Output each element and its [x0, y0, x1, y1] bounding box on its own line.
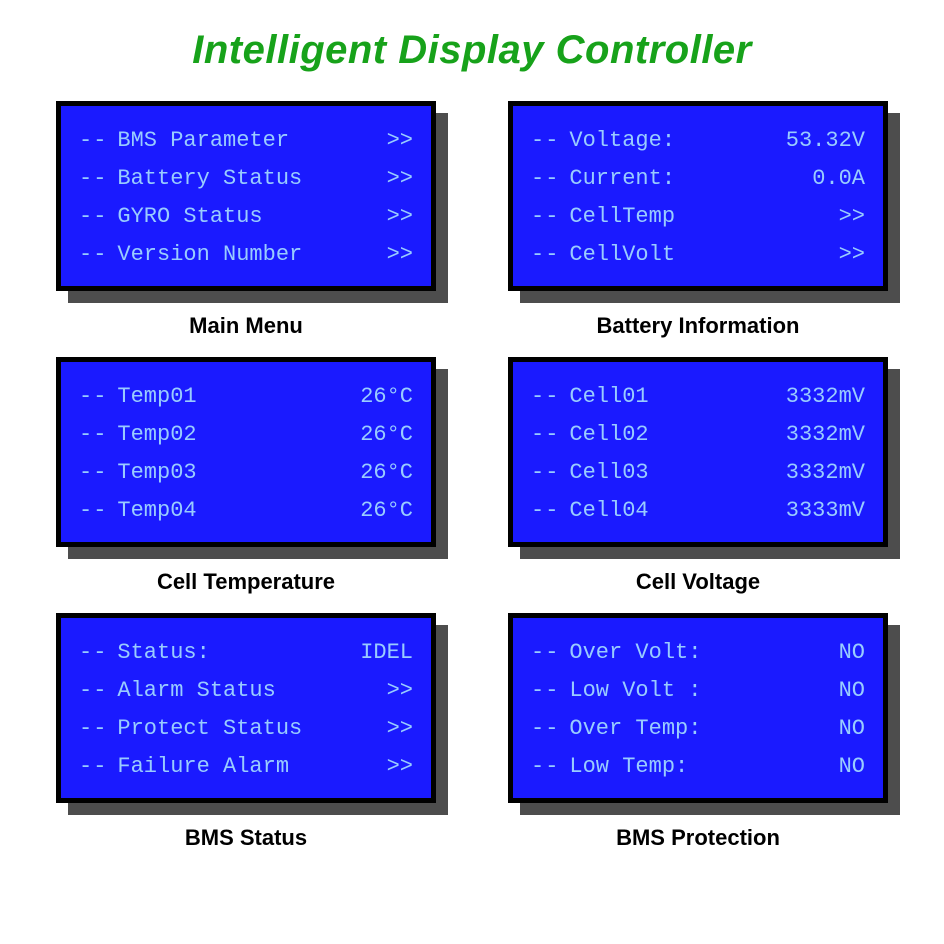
- menu-row[interactable]: --CellVolt>>: [531, 243, 865, 266]
- info-row: --Cell033332mV: [531, 461, 865, 484]
- panel-caption: Cell Voltage: [636, 569, 760, 595]
- menu-row[interactable]: --Version Number>>: [79, 243, 413, 266]
- info-row: --Temp0126°C: [79, 385, 413, 408]
- info-row: --Status:IDEL: [79, 641, 413, 664]
- lcd-screen: --Over Volt:NO --Low Volt :NO --Over Tem…: [508, 613, 888, 803]
- lcd-screen: --Status:IDEL --Alarm Status>> --Protect…: [56, 613, 436, 803]
- panel-cell-temperature: --Temp0126°C --Temp0226°C --Temp0326°C -…: [50, 357, 442, 595]
- menu-row[interactable]: --CellTemp>>: [531, 205, 865, 228]
- info-row: --Voltage:53.32V: [531, 129, 865, 152]
- info-row: --Temp0226°C: [79, 423, 413, 446]
- menu-row[interactable]: --Failure Alarm>>: [79, 755, 413, 778]
- info-row: --Cell023332mV: [531, 423, 865, 446]
- panel-grid: --BMS Parameter>> --Battery Status>> --G…: [40, 101, 904, 851]
- panel-cell-voltage: --Cell013332mV --Cell023332mV --Cell0333…: [502, 357, 894, 595]
- panel-caption: Battery Information: [597, 313, 800, 339]
- panel-caption: BMS Status: [185, 825, 307, 851]
- info-row: --Over Temp:NO: [531, 717, 865, 740]
- menu-row[interactable]: --BMS Parameter>>: [79, 129, 413, 152]
- menu-row[interactable]: --Alarm Status>>: [79, 679, 413, 702]
- panel-bms-protection: --Over Volt:NO --Low Volt :NO --Over Tem…: [502, 613, 894, 851]
- menu-row[interactable]: --GYRO Status>>: [79, 205, 413, 228]
- info-row: --Cell043333mV: [531, 499, 865, 522]
- lcd-screen: --Temp0126°C --Temp0226°C --Temp0326°C -…: [56, 357, 436, 547]
- page-title: Intelligent Display Controller: [40, 28, 904, 73]
- lcd-screen: --BMS Parameter>> --Battery Status>> --G…: [56, 101, 436, 291]
- info-row: --Current:0.0A: [531, 167, 865, 190]
- info-row: --Cell013332mV: [531, 385, 865, 408]
- info-row: --Temp0426°C: [79, 499, 413, 522]
- panel-caption: BMS Protection: [616, 825, 780, 851]
- info-row: --Over Volt:NO: [531, 641, 865, 664]
- info-row: --Low Volt :NO: [531, 679, 865, 702]
- lcd-screen: --Cell013332mV --Cell023332mV --Cell0333…: [508, 357, 888, 547]
- menu-row[interactable]: --Protect Status>>: [79, 717, 413, 740]
- panel-main-menu: --BMS Parameter>> --Battery Status>> --G…: [50, 101, 442, 339]
- info-row: --Low Temp:NO: [531, 755, 865, 778]
- lcd-screen: --Voltage:53.32V --Current:0.0A --CellTe…: [508, 101, 888, 291]
- panel-caption: Main Menu: [189, 313, 303, 339]
- panel-battery-info: --Voltage:53.32V --Current:0.0A --CellTe…: [502, 101, 894, 339]
- panel-bms-status: --Status:IDEL --Alarm Status>> --Protect…: [50, 613, 442, 851]
- panel-caption: Cell Temperature: [157, 569, 335, 595]
- info-row: --Temp0326°C: [79, 461, 413, 484]
- menu-row[interactable]: --Battery Status>>: [79, 167, 413, 190]
